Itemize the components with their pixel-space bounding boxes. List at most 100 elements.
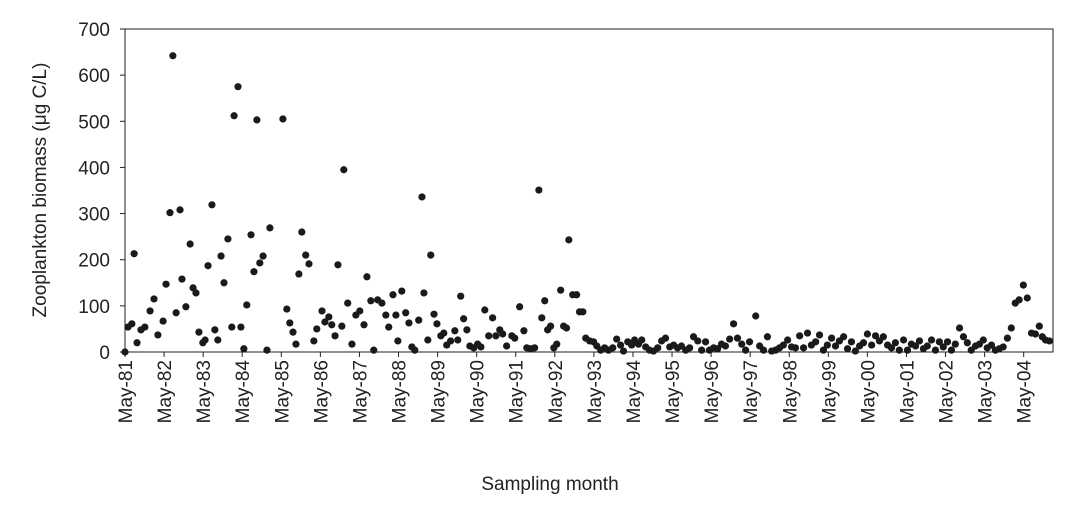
data-point [256,259,264,267]
data-point [348,340,356,348]
data-point [440,329,448,337]
data-point [613,335,621,343]
data-point [305,260,313,268]
x-tick-label: May-04 [1015,360,1036,424]
data-point [389,291,397,299]
data-point [411,346,419,354]
data-point [430,310,438,318]
data-point [791,344,800,352]
y-tick-label: 500 [78,112,110,133]
x-tick-label: May-86 [311,360,332,423]
data-point [759,346,768,354]
data-point [141,323,149,331]
data-point [485,332,493,340]
data-point [334,261,342,269]
data-point [535,186,543,194]
data-point [803,329,812,337]
data-point [121,348,129,356]
data-point [328,321,336,329]
data-point [562,324,571,332]
x-tick-label: May-84 [233,360,254,424]
data-point [1031,330,1040,338]
data-point [217,252,225,260]
data-point [310,337,318,345]
y-tick-label: 700 [78,20,110,41]
data-point [939,343,947,351]
data-point [1045,337,1054,345]
data-point [742,346,750,354]
data-point [887,344,896,352]
x-tick-label: May-82 [155,360,176,423]
data-point [477,343,485,351]
x-tick-label: May-02 [937,360,958,423]
x-tick-label: May-03 [976,360,997,423]
data-point [721,342,730,350]
data-point [331,332,339,340]
data-point [686,344,694,352]
data-point [891,339,900,347]
data-point [1003,334,1012,342]
data-point [609,344,617,352]
data-point [481,306,489,314]
x-tick-label: May-94 [624,360,645,424]
data-point [819,346,828,354]
data-point [943,338,952,346]
data-point [1007,324,1015,332]
data-point [661,334,670,342]
data-point [899,336,908,344]
data-point [130,250,138,258]
data-point [405,319,413,327]
data-point [146,307,154,315]
data-point [424,336,432,344]
data-point [289,328,297,336]
data-point [947,346,956,354]
data-point [292,340,300,348]
data-point [851,347,859,355]
data-point [253,116,261,124]
data-point [266,224,274,232]
data-point [240,345,248,353]
data-point [895,346,903,354]
data-point [492,332,500,340]
data-point [286,319,294,327]
data-point [903,346,912,354]
x-tick-label: May-01 [897,360,918,423]
x-tick-label: May-99 [819,360,840,423]
data-point [911,342,920,350]
data-point [541,297,549,305]
x-tick-label: May-92 [546,360,567,423]
x-tick-label: May-97 [741,360,762,423]
data-point [418,193,426,201]
data-point [172,309,180,317]
data-point [489,314,497,322]
data-point [214,336,222,344]
data-point [176,206,184,214]
data-point [733,334,742,342]
data-point [879,333,887,341]
data-point [619,347,628,355]
data-point [457,292,465,300]
data-point [392,311,400,319]
data-point [752,312,760,320]
data-point [224,235,232,243]
data-point [204,262,212,270]
data-point [1015,296,1023,304]
data-point [283,305,291,313]
data-point [511,334,519,342]
data-point [531,344,539,352]
data-point [247,231,255,239]
x-tick-label: May-85 [272,360,293,423]
data-point [868,341,876,349]
data-point [616,341,625,349]
data-point [338,322,346,330]
data-point [959,333,968,341]
data-point [340,166,348,174]
data-point [859,339,868,347]
y-axis-label: Zooplankton biomass (μg C/L) [30,63,51,318]
data-point [538,314,546,322]
data-point [738,340,746,348]
data-point [367,297,375,305]
data-point [447,337,455,345]
data-point [963,339,971,347]
data-point [935,338,943,346]
